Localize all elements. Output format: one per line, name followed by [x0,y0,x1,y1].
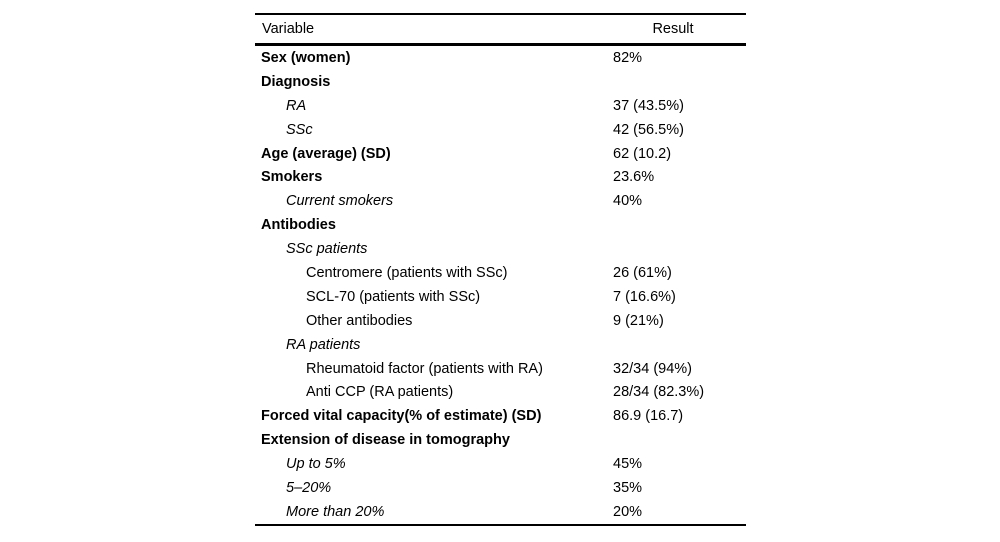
variable-label: 5–20% [286,479,332,496]
result-value: 9 (21%) [613,312,664,329]
table-row: Other antibodies 9 (21%) [255,309,746,333]
variable-label: Rheumatoid factor (patients with RA) [306,360,543,377]
variable-label: Forced vital capacity(% of estimate) (SD… [261,408,542,425]
column-header-variable: Variable [262,21,315,37]
table-row: SSc 42 (56.5%) [255,118,746,142]
variable-label: More than 20% [286,503,385,520]
table-row: Anti CCP (RA patients) 28/34 (82.3%) [255,380,746,404]
table-header: Variable Result [255,15,746,43]
variable-label: Diagnosis [261,73,331,90]
table-header-rule [255,43,746,46]
table-row: More than 20% 20% [255,500,746,524]
result-value: 37 (43.5%) [613,97,684,114]
result-value: 32/34 (94%) [613,360,692,377]
table-row: SSc patients [255,237,746,261]
result-value: 42 (56.5%) [613,121,684,138]
table-row: Forced vital capacity(% of estimate) (SD… [255,404,746,428]
result-value: 62 (10.2) [613,145,672,162]
variable-label: Current smokers [286,193,394,210]
variable-label: Antibodies [261,217,336,234]
variable-label: Age (average) (SD) [261,145,391,162]
table-row: Current smokers 40% [255,189,746,213]
table-row: SCL-70 (patients with SSc) 7 (16.6%) [255,285,746,309]
table-bottom-rule [255,524,746,526]
result-value: 28/34 (82.3%) [613,384,705,401]
variable-label: RA patients [286,336,361,353]
column-header-result: Result [652,21,694,37]
table-row: Sex (women) 82% [255,46,746,70]
variable-label: Centromere (patients with SSc) [306,264,508,281]
result-value: 86.9 (16.7) [613,408,684,425]
variable-label: Other antibodies [306,312,413,329]
table-row: Age (average) (SD) 62 (10.2) [255,142,746,166]
result-value: 7 (16.6%) [613,288,676,305]
variable-label: Sex (women) [261,49,351,66]
variable-label: Up to 5% [286,456,346,473]
result-value: 45% [613,456,643,473]
variable-label: SCL-70 (patients with SSc) [306,288,481,305]
table-row: Extension of disease in tomography [255,428,746,452]
results-table: Variable Result Sex (women) 82% Diagnosi… [255,0,746,542]
variable-label: Extension of disease in tomography [261,432,510,449]
variable-label: Anti CCP (RA patients) [306,384,454,401]
table-row: Smokers 23.6% [255,165,746,189]
table-row: RA 37 (43.5%) [255,94,746,118]
table-row: RA patients [255,333,746,357]
table-row: Up to 5% 45% [255,452,746,476]
variable-label: SSc [286,121,313,138]
table-row: Rheumatoid factor (patients with RA) 32/… [255,357,746,381]
result-value: 23.6% [613,169,655,186]
table-row: Diagnosis [255,70,746,94]
result-value: 40% [613,193,643,210]
table-row: Centromere (patients with SSc) 26 (61%) [255,261,746,285]
result-value: 35% [613,479,643,496]
table-top-rule [255,13,746,15]
table-row: 5–20% 35% [255,476,746,500]
result-value: 26 (61%) [613,264,672,281]
result-value: 20% [613,503,643,520]
variable-label: RA [286,97,307,114]
variable-label: Smokers [261,169,323,186]
result-value: 82% [613,49,643,66]
table-row: Antibodies [255,213,746,237]
table-body: Sex (women) 82% Diagnosis RA 37 (43.5%) … [255,46,746,524]
variable-label: SSc patients [286,241,368,258]
